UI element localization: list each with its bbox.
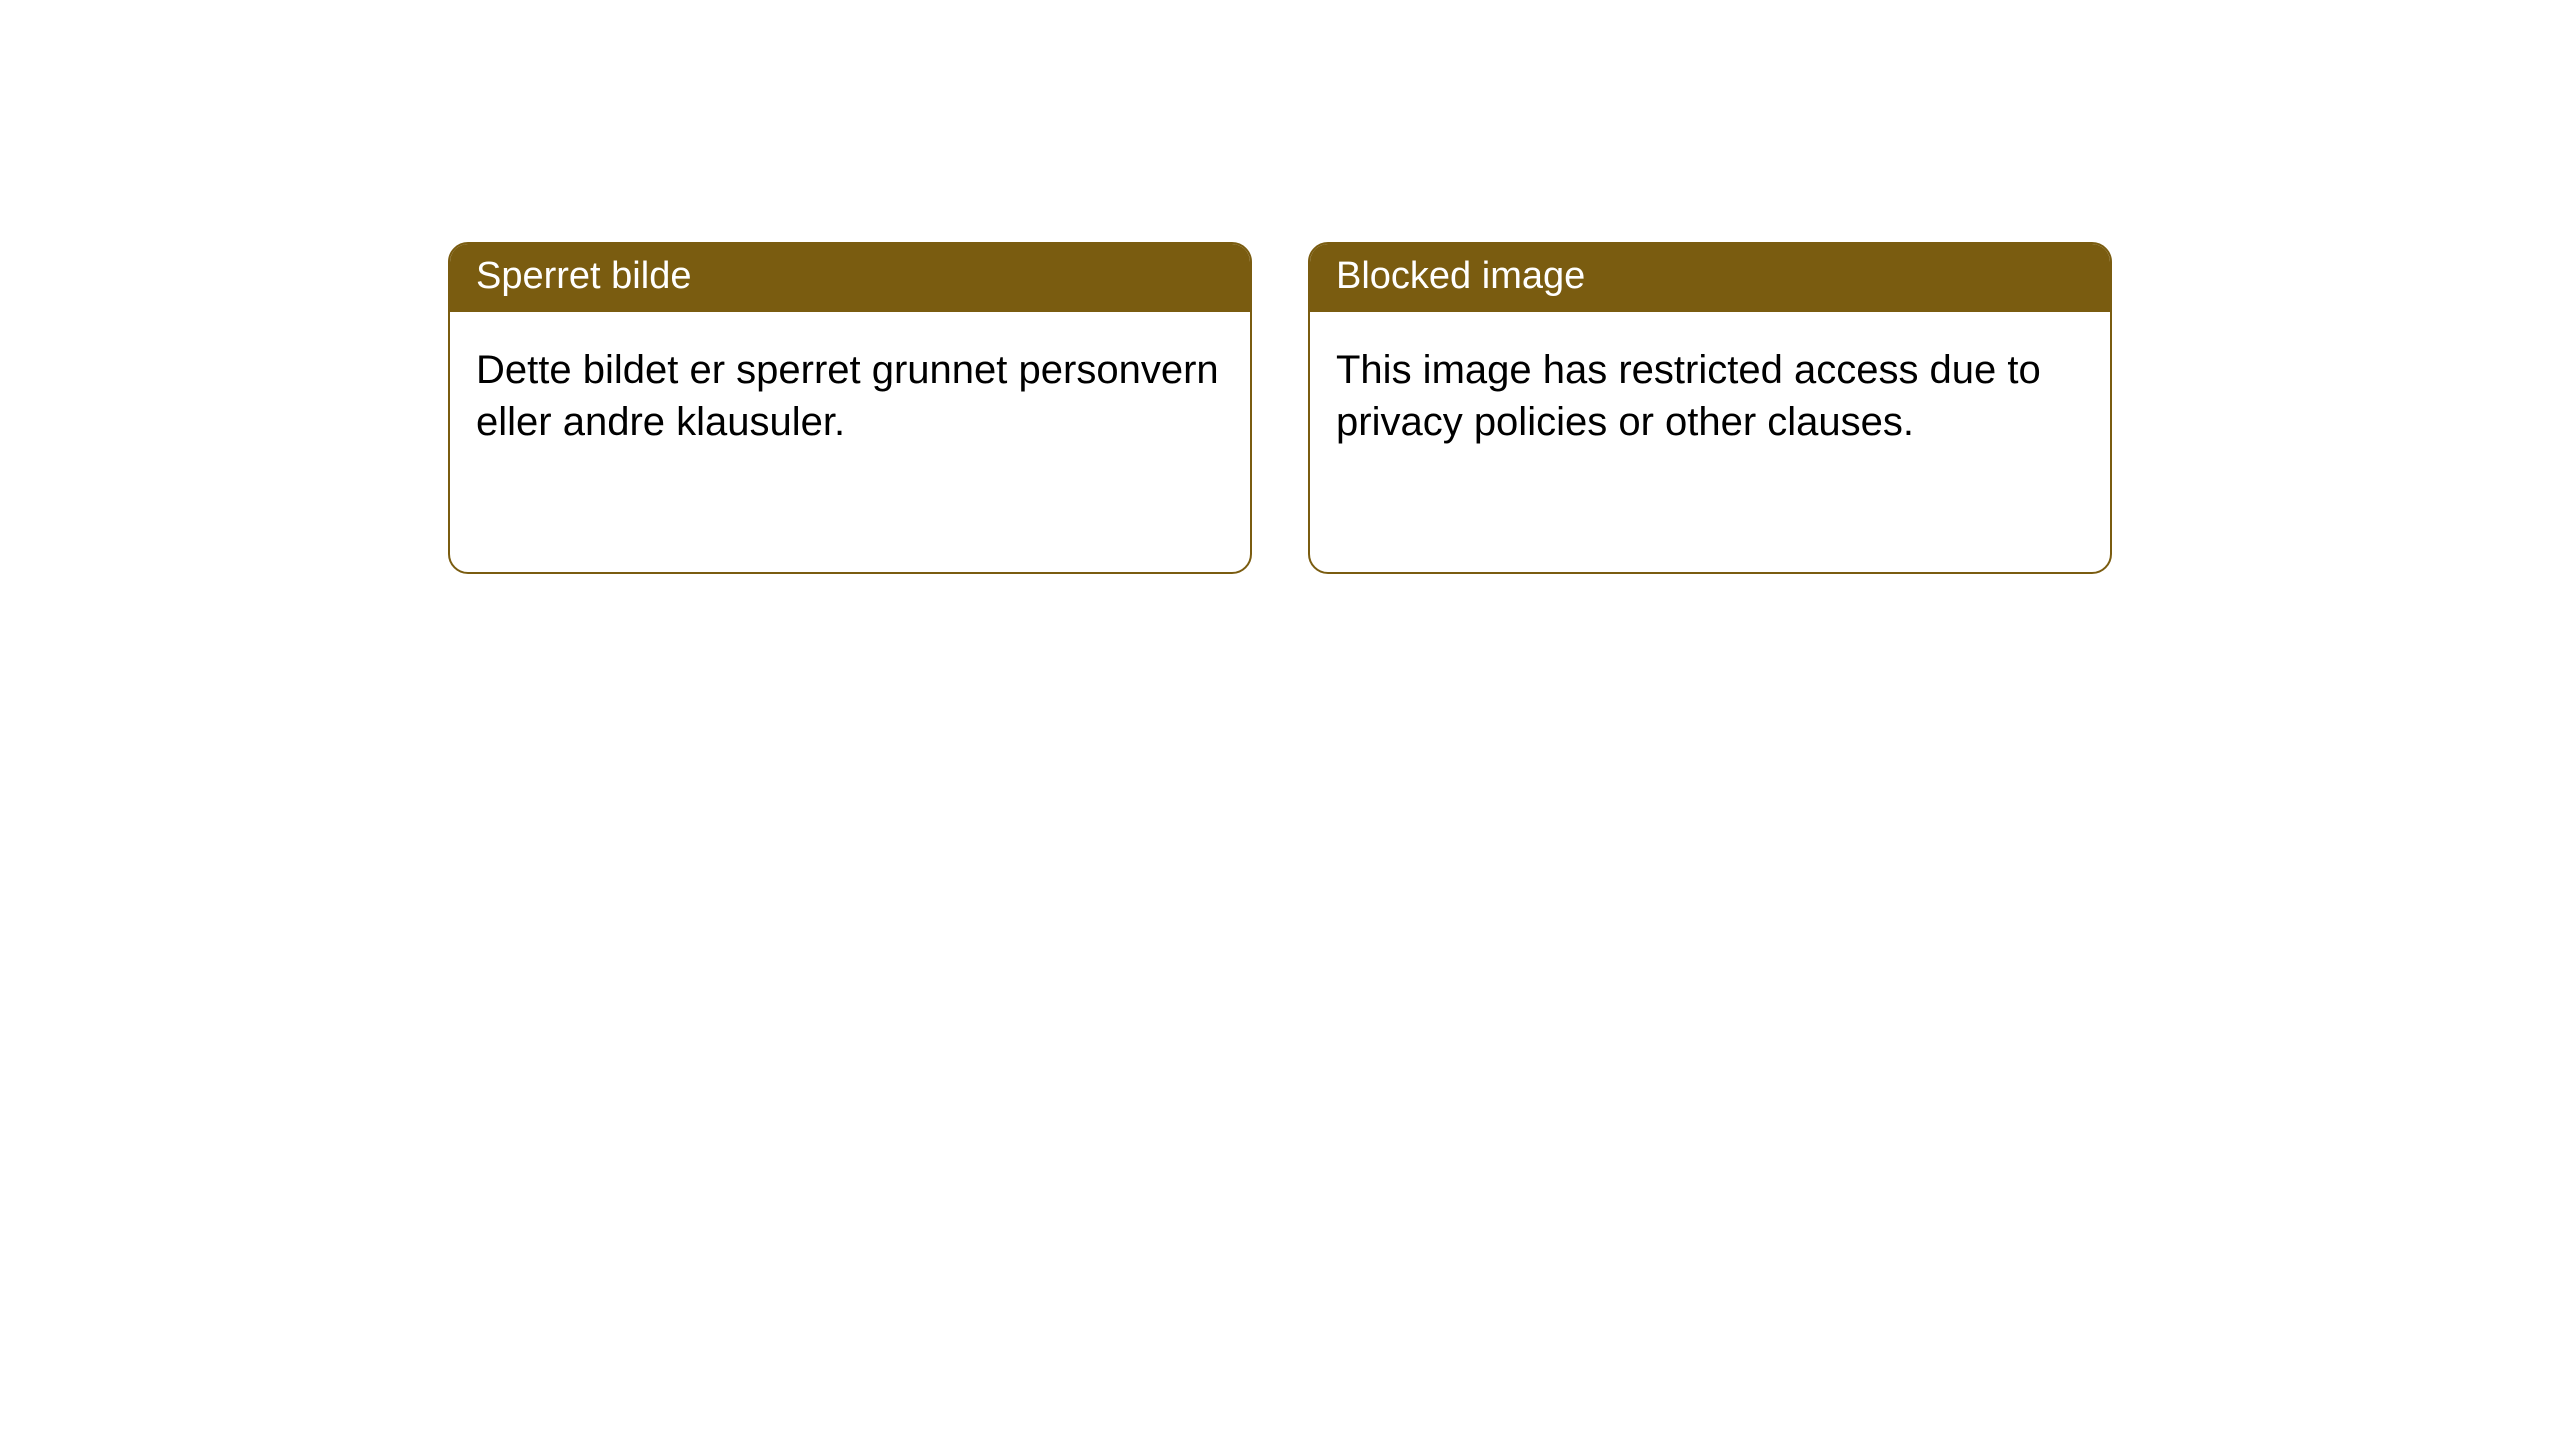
card-message-en: This image has restricted access due to … bbox=[1336, 348, 2041, 444]
card-body-no: Dette bildet er sperret grunnet personve… bbox=[450, 312, 1250, 480]
notice-container: Sperret bilde Dette bildet er sperret gr… bbox=[0, 0, 2560, 574]
card-title-no: Sperret bilde bbox=[476, 255, 691, 297]
blocked-image-card-no: Sperret bilde Dette bildet er sperret gr… bbox=[448, 242, 1252, 574]
blocked-image-card-en: Blocked image This image has restricted … bbox=[1308, 242, 2112, 574]
card-body-en: This image has restricted access due to … bbox=[1310, 312, 2110, 480]
card-title-en: Blocked image bbox=[1336, 255, 1585, 297]
card-header-no: Sperret bilde bbox=[450, 244, 1250, 312]
card-message-no: Dette bildet er sperret grunnet personve… bbox=[476, 348, 1219, 444]
card-header-en: Blocked image bbox=[1310, 244, 2110, 312]
